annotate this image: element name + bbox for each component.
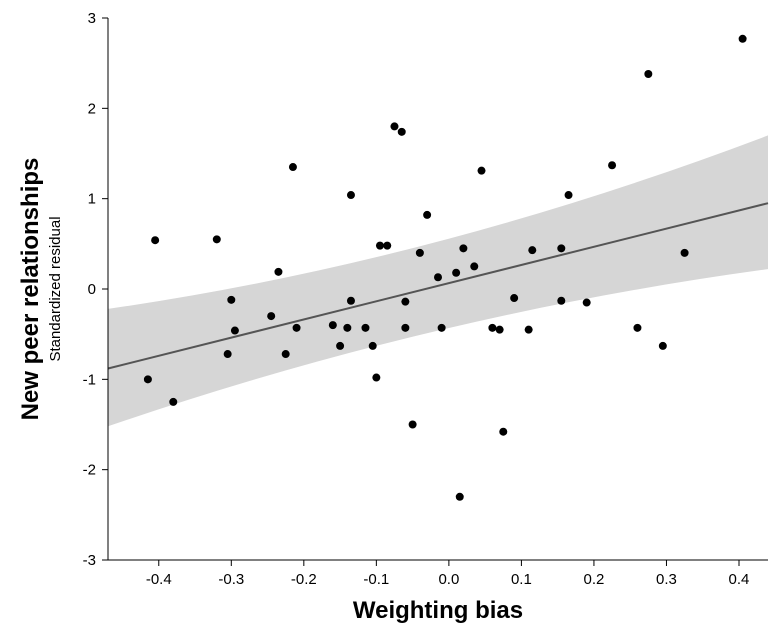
data-point [144,375,152,383]
data-point [557,244,565,252]
x-axis-title: Weighting bias [353,597,523,624]
x-tick-label: -0.4 [146,571,172,588]
data-point [267,312,275,320]
x-tick-label: 0.3 [656,571,677,588]
data-point [274,268,282,276]
x-tick-label: -0.2 [291,571,317,588]
data-point [213,235,221,243]
y-tick-label: 1 [88,191,96,208]
data-point [659,342,667,350]
data-point [739,35,747,43]
y-tick-label: -1 [83,371,96,388]
x-tick-label: 0.4 [729,571,750,588]
data-point [390,122,398,130]
data-point [376,242,384,250]
y-tick-label: -2 [83,462,96,479]
data-point [343,324,351,332]
y-tick-label: 0 [88,281,96,298]
data-point [496,326,504,334]
data-point [231,327,239,335]
data-point [329,321,337,329]
scatter-chart: -0.4 -0.3 -0.2 -0.1 0.0 0.1 0.2 0.3 0.4 -3 -2 -1 0 1 2… [0,0,784,642]
data-point [470,262,478,270]
data-point [488,324,496,332]
data-point [347,191,355,199]
data-point [478,167,486,175]
x-tick-label: 0.0 [438,571,459,588]
data-point [434,273,442,281]
data-point [583,299,591,307]
data-point [608,161,616,169]
data-point [416,249,424,257]
y-axis-title: New peer relationships [17,158,44,421]
data-point [372,374,380,382]
data-point [565,191,573,199]
y-tick-label: 3 [88,10,96,27]
x-tick-label: 0.1 [511,571,532,588]
data-point [409,421,417,429]
data-point [423,211,431,219]
data-point [401,324,409,332]
data-point [510,294,518,302]
data-point [452,269,460,277]
data-point [644,70,652,78]
data-point [438,324,446,332]
data-point [224,350,232,358]
x-tick-label: -0.1 [363,571,389,588]
data-point [151,236,159,244]
chart-svg: -0.4 -0.3 -0.2 -0.1 0.0 0.1 0.2 0.3 0.4 -3 -2 -1 0 1 2… [0,0,784,642]
data-point [383,242,391,250]
data-point [289,163,297,171]
data-point [633,324,641,332]
data-point [528,246,536,254]
data-point [401,298,409,306]
data-point [336,342,344,350]
y-tick-label: 2 [88,100,96,117]
data-point [347,297,355,305]
data-point [557,297,565,305]
data-point [282,350,290,358]
data-point [169,398,177,406]
data-point [361,324,369,332]
x-tick-label: 0.2 [584,571,605,588]
y-tick-label: -3 [83,552,96,569]
data-point [369,342,377,350]
data-point [293,324,301,332]
data-point [525,326,533,334]
data-point [456,493,464,501]
data-point [499,428,507,436]
data-point [227,296,235,304]
data-point [398,128,406,136]
data-point [681,249,689,257]
y-axis-subtitle: Standardized residual [47,216,64,361]
data-point [459,244,467,252]
x-tick-label: -0.3 [218,571,244,588]
